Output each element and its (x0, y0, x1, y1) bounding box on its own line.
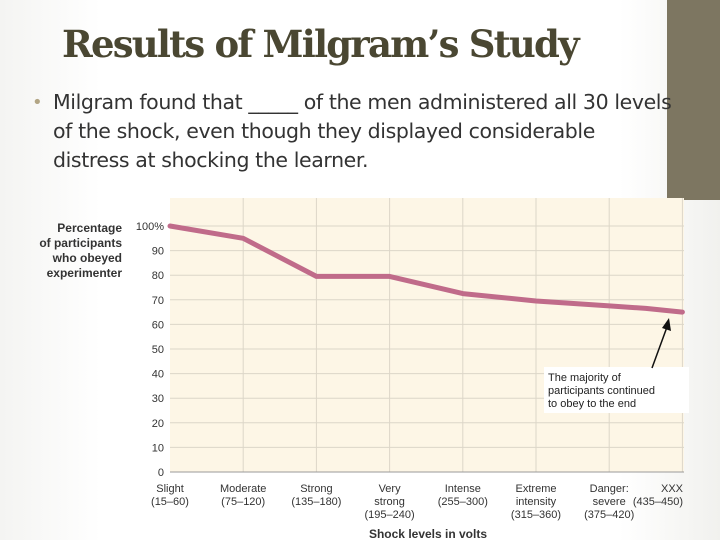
x-tick-label: (315–360) (511, 509, 561, 521)
y-tick-label: 40 (152, 369, 164, 381)
x-tick-label: strong (374, 496, 405, 508)
x-axis-label: Shock levels in volts (369, 527, 487, 540)
x-tick-label: Strong (300, 483, 332, 495)
y-axis-label: who obeyed (52, 251, 122, 265)
x-tick-label: Intense (445, 483, 481, 495)
y-axis-label: Percentage (57, 221, 122, 235)
y-axis-label: experimenter (47, 266, 123, 280)
x-tick-label: Moderate (220, 483, 266, 495)
arrowhead-icon (662, 318, 671, 331)
y-axis-label: of participants (39, 236, 122, 250)
y-tick-label: 0 (158, 467, 164, 479)
y-tick-label: 50 (152, 344, 164, 356)
x-tick-label: severe (593, 496, 626, 508)
y-tick-label: 10 (152, 442, 164, 454)
y-tick-label: 30 (152, 393, 164, 405)
accent-bar (667, 0, 720, 200)
y-tick-label: 80 (152, 270, 164, 282)
annotation-text: to obey to the end (548, 398, 636, 410)
bullet-item: • Milgram found that _____ of the men ad… (32, 88, 672, 175)
x-tick-label: Danger: (590, 483, 629, 495)
x-tick-label: (75–120) (221, 496, 265, 508)
annotation-box (544, 367, 689, 413)
annotation-arrow (651, 326, 668, 369)
x-tick-label: (375–420) (584, 509, 634, 521)
x-tick-label: (15–60) (151, 496, 189, 508)
x-tick-label: Very (379, 483, 402, 495)
x-tick-label: (195–240) (365, 509, 415, 521)
y-tick-label: 100% (136, 221, 164, 233)
x-tick-label: (135–180) (291, 496, 341, 508)
x-tick-label: (255–300) (438, 496, 488, 508)
x-tick-label: XXX (661, 483, 684, 495)
bullet-text: Milgram found that _____ of the men admi… (53, 90, 672, 172)
x-tick-label: intensity (516, 496, 557, 508)
x-tick-label: (435–450) (633, 496, 683, 508)
y-tick-label: 90 (152, 246, 164, 258)
y-tick-label: 70 (152, 295, 164, 307)
slide-title: Results of Milgram’s Study (62, 22, 580, 66)
x-tick-label: Extreme (516, 483, 557, 495)
y-tick-label: 60 (152, 319, 164, 331)
bullet-dot-icon: • (32, 92, 43, 113)
annotation-text: The majority of (548, 372, 622, 384)
annotation-text: participants continued (548, 385, 655, 397)
y-tick-label: 20 (152, 418, 164, 430)
x-tick-label: Slight (156, 483, 184, 495)
